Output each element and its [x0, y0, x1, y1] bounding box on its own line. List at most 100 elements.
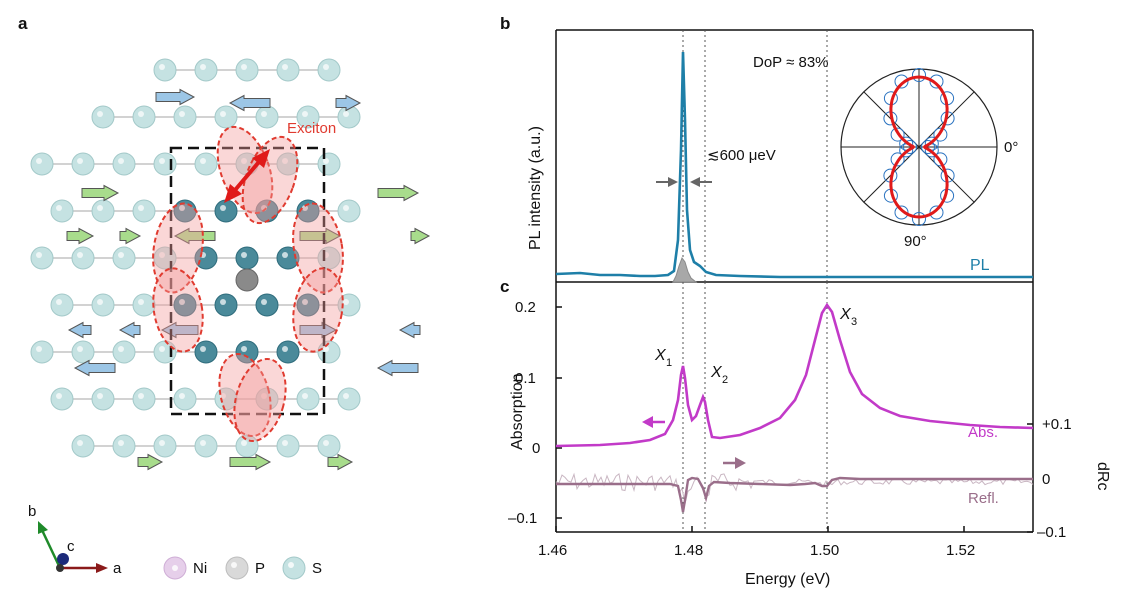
spin-arrow-right	[377, 184, 420, 202]
svg-text:3: 3	[851, 316, 857, 328]
atom	[173, 105, 197, 129]
exciton-ellipse	[292, 267, 344, 353]
xtick-1.52: 1.52	[946, 542, 975, 559]
atom	[71, 434, 95, 458]
atom	[153, 58, 177, 82]
legend-s-label: S	[312, 560, 322, 577]
atom	[112, 246, 136, 270]
atom-highlight	[77, 346, 83, 352]
atom-highlight	[118, 346, 124, 352]
atom-highlight	[220, 393, 226, 399]
axes-triad: a b c	[28, 503, 122, 577]
atom-highlight	[118, 158, 124, 164]
atom-highlight	[282, 64, 288, 70]
polar-point	[912, 212, 926, 226]
spin-arrow-right	[327, 453, 354, 471]
atom-highlight	[241, 252, 247, 258]
atom	[91, 387, 115, 411]
atom	[317, 434, 341, 458]
atom-highlight	[159, 346, 165, 352]
atom	[235, 340, 259, 364]
atom-highlight	[179, 205, 185, 211]
atom	[71, 340, 95, 364]
atom	[337, 199, 361, 223]
ytick-0.1: 0.1	[515, 370, 536, 387]
atom	[255, 105, 279, 129]
atom	[296, 105, 320, 129]
atom-highlight	[97, 111, 103, 117]
atom-highlight	[159, 158, 165, 164]
atom	[30, 246, 54, 270]
atom-highlight	[220, 205, 226, 211]
atom-highlight	[302, 299, 308, 305]
atom	[112, 434, 136, 458]
ylabel-absorption: Absorption	[509, 374, 526, 451]
atom	[173, 293, 197, 317]
polar-label-90deg: 90°	[904, 233, 927, 250]
spin-arrow-left	[118, 321, 141, 339]
refl-smooth-curve	[556, 476, 1033, 513]
spin-arrow-left	[155, 88, 196, 106]
peak-label-x3: X 3	[839, 306, 857, 328]
pl-series-label: PL	[970, 257, 990, 274]
atom	[91, 105, 115, 129]
atom-highlight	[159, 440, 165, 446]
atom	[132, 387, 156, 411]
xlabel: Energy (eV)	[745, 571, 830, 588]
atom-highlight	[282, 252, 288, 258]
atom-highlight	[179, 111, 185, 117]
atom-highlight	[159, 252, 165, 258]
polar-point	[912, 68, 926, 82]
atom	[276, 434, 300, 458]
svg-text:X: X	[839, 306, 852, 323]
atom	[214, 105, 238, 129]
exciton-arrow	[224, 149, 270, 203]
atom-highlight	[323, 64, 329, 70]
atom	[194, 434, 218, 458]
atom	[276, 58, 300, 82]
polar-point	[929, 74, 944, 89]
atom	[276, 246, 300, 270]
peak-label-x1: X 1	[654, 347, 672, 369]
atom	[317, 152, 341, 176]
atom-highlight	[343, 393, 349, 399]
exciton-ellipse	[218, 352, 272, 438]
atom-highlight	[302, 205, 308, 211]
absorption-plot: 0.2 0.1 0 –0.1 +0.1 0 –0.1 1.46 1.48 1.5…	[508, 282, 1111, 588]
pl-plot: ≲600 μeV DoP ≈ 83% PL PL intensity (a.u.…	[527, 29, 1034, 283]
atom	[91, 293, 115, 317]
spin-arrow-left	[67, 321, 92, 339]
svg-text:2: 2	[722, 374, 728, 386]
atom-highlight	[118, 440, 124, 446]
atom	[112, 152, 136, 176]
y2tick-plus-0.1: +0.1	[1042, 416, 1072, 433]
atom-highlight	[302, 111, 308, 117]
atom-highlight	[77, 252, 83, 258]
atom-highlight	[77, 158, 83, 164]
ytick-0.2: 0.2	[515, 299, 536, 316]
spin-arrow-right	[137, 453, 164, 471]
atom-highlight	[220, 299, 226, 305]
atom-highlight	[138, 393, 144, 399]
atom-highlight	[200, 64, 206, 70]
atom-highlight	[36, 346, 42, 352]
ytick-0: 0	[532, 440, 540, 457]
spin-arrow-left	[398, 321, 421, 339]
legend-s-marker	[282, 556, 306, 580]
axis-a-label: a	[113, 560, 122, 577]
atom-highlight	[200, 346, 206, 352]
pl-filled-peak	[672, 256, 698, 283]
polar-point	[929, 205, 944, 220]
pl-series-line	[555, 51, 1033, 279]
spin-arrow-right	[119, 227, 142, 245]
xtick-1.46: 1.46	[538, 542, 567, 559]
legend-p-label: P	[255, 560, 265, 577]
exciton-ellipse	[233, 357, 287, 443]
center-p-atom	[235, 268, 259, 292]
atom-highlight	[36, 158, 42, 164]
element-legend: Ni P S	[163, 556, 322, 580]
atom-highlight	[282, 346, 288, 352]
spin-arrow-left	[228, 94, 271, 112]
spin-arrow-left	[299, 321, 338, 339]
polar-point	[890, 127, 905, 142]
